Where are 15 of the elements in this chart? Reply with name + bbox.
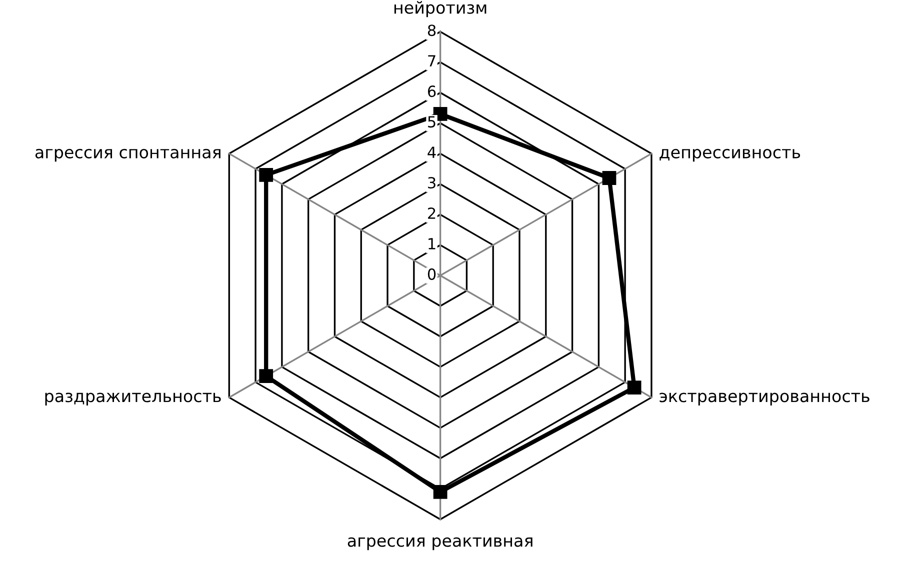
y-tick-label: 2 <box>428 207 436 219</box>
spoke-label: депрессивность <box>660 148 800 162</box>
spoke-label: раздражительность <box>45 392 221 406</box>
spoke-label: агрессия спонтанная <box>35 148 220 162</box>
spoke-label: нейротизм <box>394 1 486 18</box>
y-tick-label: 3 <box>428 176 436 189</box>
spoke-label: экстравертированность <box>660 392 870 406</box>
y-tick-label: 5 <box>428 116 436 128</box>
y-tick-label: 4 <box>428 146 436 158</box>
y-tick-label: 1 <box>428 238 436 250</box>
spoke-label: агрессия реактивная <box>348 537 532 550</box>
y-tick-label: 0 <box>428 268 436 280</box>
y-tick-label: 6 <box>428 86 436 98</box>
y-tick-label: 7 <box>428 55 436 66</box>
y-tick-label: 8 <box>428 24 436 36</box>
